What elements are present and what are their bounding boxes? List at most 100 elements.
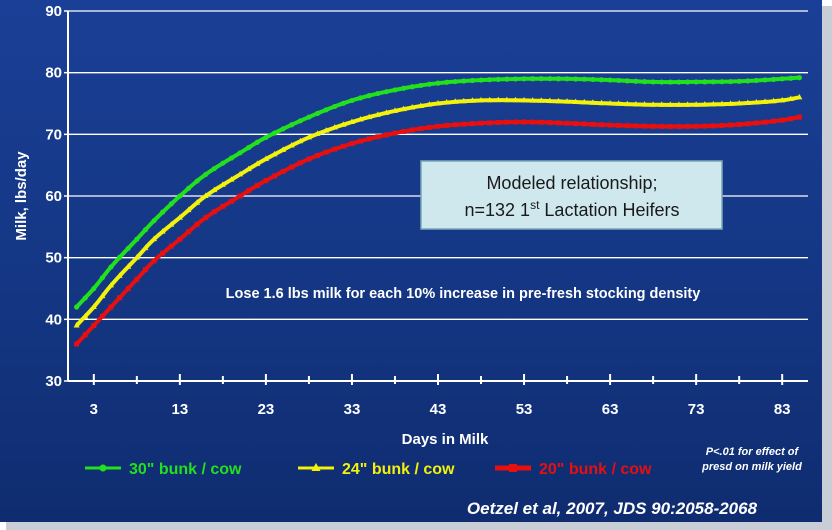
series-marker [254, 139, 260, 145]
y-axis-title: Milk, lbs/day [13, 151, 30, 241]
series-marker [685, 123, 691, 129]
series-marker [598, 99, 605, 106]
series-marker [538, 97, 545, 103]
series-marker [194, 178, 200, 184]
series-marker [435, 123, 441, 129]
series-marker [581, 98, 588, 105]
series-marker [117, 295, 123, 301]
series-marker [469, 121, 475, 127]
series-marker [82, 312, 89, 319]
series-marker [418, 82, 424, 89]
series-2 [73, 93, 803, 328]
series-marker [426, 124, 432, 130]
series-marker [99, 292, 106, 299]
x-tick-label-53: 53 [516, 401, 533, 418]
series-marker [718, 100, 725, 107]
legend-label-3: 20" bunk / cow [539, 461, 652, 478]
series-marker [512, 119, 518, 125]
series-marker [788, 75, 794, 81]
y-tick-label-30: 30 [45, 373, 62, 390]
series-marker [237, 170, 244, 177]
series-marker [796, 114, 802, 120]
series-marker [607, 77, 613, 83]
series-marker [684, 79, 691, 85]
series-marker [512, 96, 519, 103]
series-marker [237, 150, 243, 156]
series-marker [305, 133, 312, 140]
series-marker [719, 79, 725, 85]
series-marker [220, 160, 226, 166]
series-marker [323, 149, 329, 155]
series-marker [642, 123, 648, 129]
series-marker [659, 79, 665, 85]
series-marker [452, 122, 458, 128]
legend-swatch-marker [99, 464, 107, 472]
series-marker [271, 150, 278, 157]
citation: Oetzel et al, 2007, JDS 90:2058-2068 [467, 499, 758, 518]
legend-label-2: 24" bunk / cow [342, 461, 455, 478]
x-tick-label-23: 23 [258, 401, 275, 418]
series-marker [134, 236, 140, 242]
series-marker [788, 116, 794, 122]
series-marker [108, 304, 114, 310]
series-1 [74, 75, 802, 310]
series-marker [779, 96, 786, 103]
series-marker [633, 123, 639, 129]
series-marker [573, 121, 579, 127]
series-marker [409, 103, 416, 110]
legend-label-1: 30" bunk / cow [129, 461, 242, 478]
series-marker [598, 77, 605, 83]
series-marker [400, 105, 407, 112]
series-marker [555, 97, 562, 104]
series-marker [263, 134, 269, 141]
x-tick-label-13: 13 [172, 401, 189, 418]
series-marker [358, 138, 364, 144]
series-marker [546, 97, 553, 104]
series-marker [461, 78, 467, 84]
annotation-box: Modeled relationship; n=132 1st Lactatio… [420, 160, 723, 230]
series-marker [409, 84, 415, 90]
x-tick-label-43: 43 [430, 401, 447, 418]
series-marker [74, 304, 80, 310]
legend-swatch-marker [509, 464, 517, 472]
series-marker [117, 254, 123, 260]
series-marker [710, 123, 716, 129]
series-marker [641, 101, 648, 107]
series-marker [607, 122, 613, 128]
series-marker [220, 203, 226, 209]
series-marker [443, 99, 450, 105]
series-marker [650, 123, 656, 129]
series-marker [762, 77, 768, 83]
series-marker [82, 332, 88, 338]
series-marker [753, 77, 759, 84]
series-marker [796, 93, 803, 100]
series-marker [469, 77, 476, 84]
series-marker [521, 96, 528, 103]
series-marker [211, 165, 217, 172]
series-marker [641, 79, 648, 85]
series-marker [590, 76, 596, 83]
series-marker [383, 109, 390, 115]
series-marker [176, 214, 183, 220]
series-marker [160, 209, 166, 215]
series-marker [761, 98, 768, 104]
series-marker [736, 121, 742, 127]
annotation-box-background [420, 160, 723, 230]
series-marker [444, 122, 450, 128]
series-marker [581, 76, 587, 82]
series-marker [702, 123, 708, 129]
series-marker [495, 96, 502, 103]
series-marker [762, 119, 768, 125]
x-tick-label-3: 3 [90, 401, 98, 418]
series-marker [349, 141, 355, 147]
series-marker [73, 322, 80, 328]
series-marker [779, 76, 785, 82]
series-marker [538, 119, 544, 125]
series-marker [426, 101, 433, 107]
series-marker [460, 97, 467, 104]
y-tick-label-40: 40 [45, 311, 62, 328]
annotation-line-2: n=132 1st Lactation Heifers [465, 198, 680, 220]
series-marker [676, 79, 682, 85]
y-tick-label-60: 60 [45, 188, 62, 205]
series-marker [676, 124, 682, 130]
